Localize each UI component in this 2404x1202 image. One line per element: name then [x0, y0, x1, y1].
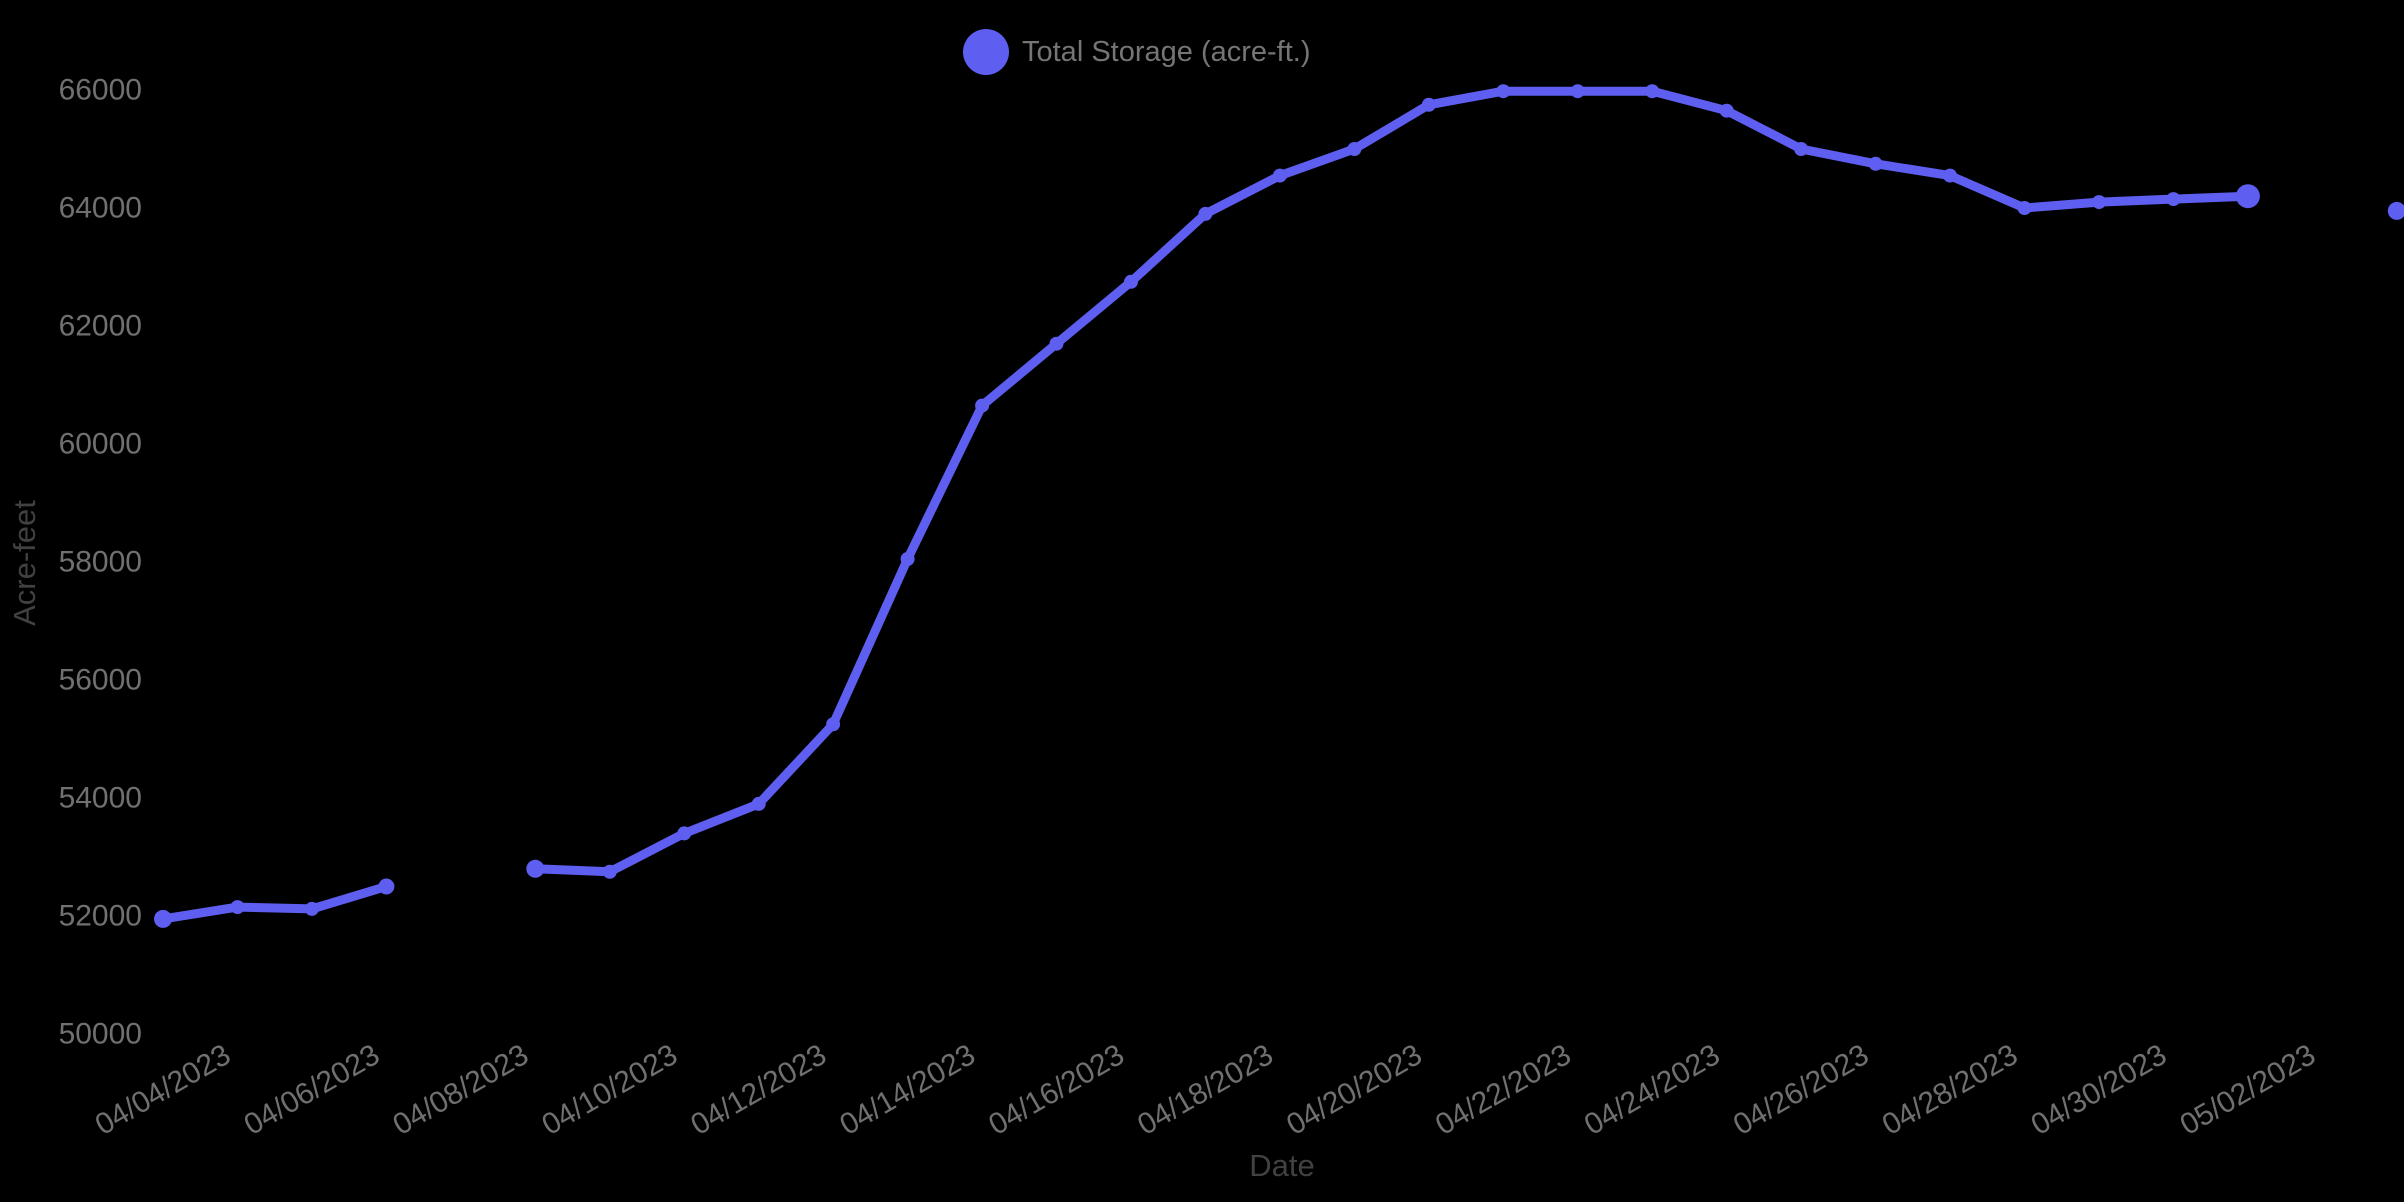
legend-item-total-storage[interactable]: Total Storage (acre-ft.) — [963, 29, 1311, 75]
x-tick-label: 04/16/2023 — [983, 1038, 1130, 1142]
data-point[interactable] — [1794, 142, 1809, 156]
x-tick-label: 04/24/2023 — [1579, 1038, 1726, 1142]
x-tick-label: 04/14/2023 — [834, 1038, 981, 1142]
x-tick-label: 04/06/2023 — [239, 1038, 386, 1142]
y-tick-label: 52000 — [59, 900, 142, 933]
data-point[interactable] — [602, 864, 617, 879]
data-point[interactable] — [2235, 184, 2260, 209]
y-axis-title: Acre-feet — [7, 500, 42, 626]
data-point[interactable] — [2387, 201, 2404, 220]
data-point[interactable] — [154, 909, 172, 928]
data-point[interactable] — [826, 717, 841, 732]
data-point[interactable] — [751, 796, 766, 811]
data-point[interactable] — [1496, 84, 1511, 99]
y-tick-label: 64000 — [59, 192, 142, 225]
data-point[interactable] — [1198, 206, 1213, 221]
series-line — [158, 882, 391, 924]
x-tick-label: 04/26/2023 — [1728, 1038, 1875, 1142]
y-tick-label: 50000 — [59, 1018, 142, 1051]
data-point[interactable] — [1868, 156, 1883, 171]
series-line — [530, 86, 2253, 877]
x-tick-label: 04/08/2023 — [388, 1038, 535, 1142]
data-point[interactable] — [677, 826, 692, 841]
x-tick-label: 04/20/2023 — [1281, 1038, 1428, 1142]
data-point[interactable] — [1124, 274, 1138, 289]
x-tick-label: 04/22/2023 — [1430, 1038, 1577, 1142]
data-point[interactable] — [975, 398, 990, 413]
legend-label: Total Storage (acre-ft.) — [1022, 35, 1311, 68]
y-tick-label: 62000 — [59, 310, 142, 343]
data-point[interactable] — [1570, 84, 1585, 99]
data-point[interactable] — [2017, 201, 2032, 215]
data-point[interactable] — [1943, 168, 1957, 183]
y-tick-label: 54000 — [59, 782, 142, 815]
y-tick-label: 66000 — [59, 74, 142, 107]
data-point[interactable] — [1719, 103, 1734, 118]
data-point[interactable] — [1049, 336, 1064, 351]
data-point[interactable] — [304, 901, 319, 916]
y-tick-label: 56000 — [59, 664, 142, 697]
data-point[interactable] — [2092, 195, 2106, 210]
legend-dot-icon — [963, 29, 1009, 75]
data-point[interactable] — [900, 552, 915, 566]
data-point[interactable] — [1421, 97, 1436, 112]
x-tick-label: 05/02/2023 — [2175, 1038, 2322, 1142]
x-tick-label: 04/04/2023 — [90, 1038, 237, 1142]
x-tick-label: 04/18/2023 — [1132, 1038, 1279, 1142]
data-point[interactable] — [1645, 84, 1660, 99]
x-tick-label: 04/10/2023 — [536, 1038, 683, 1142]
data-point[interactable] — [526, 859, 545, 878]
x-tick-label: 04/28/2023 — [1877, 1038, 2024, 1142]
data-point[interactable] — [230, 900, 245, 915]
data-point[interactable] — [1347, 142, 1362, 156]
y-tick-label: 60000 — [59, 428, 142, 461]
x-tick-label: 04/30/2023 — [2026, 1038, 2173, 1142]
y-tick-label: 58000 — [59, 546, 142, 579]
x-tick-label: 04/12/2023 — [685, 1038, 832, 1142]
data-point[interactable] — [378, 878, 395, 895]
data-point[interactable] — [1272, 168, 1287, 183]
data-point[interactable] — [2166, 192, 2181, 207]
x-axis-title: Date — [1249, 1148, 1315, 1183]
